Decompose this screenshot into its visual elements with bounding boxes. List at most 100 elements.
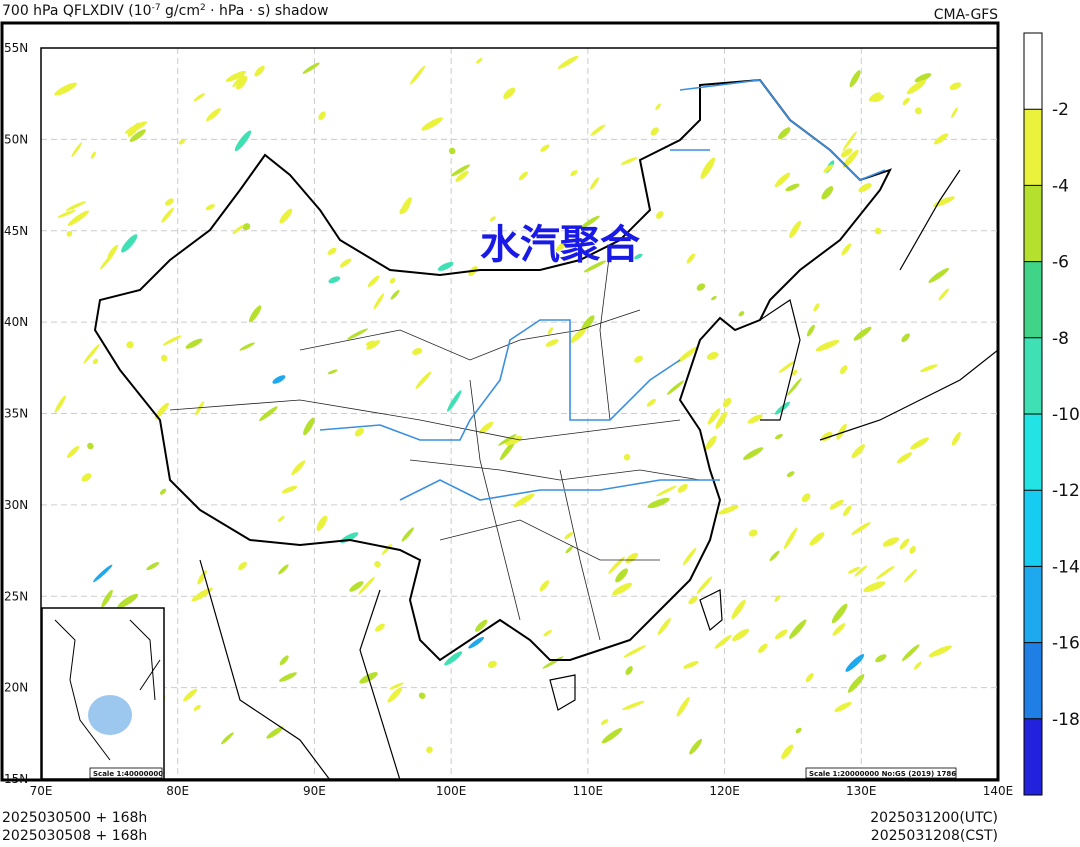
shading-streak bbox=[863, 581, 886, 593]
shading-streak bbox=[195, 401, 205, 416]
shading-streak bbox=[774, 172, 791, 188]
shading-streak bbox=[909, 546, 916, 554]
shading-streak bbox=[896, 452, 912, 464]
inset-frame bbox=[41, 607, 165, 780]
shading-streak bbox=[874, 227, 882, 235]
shading-streak bbox=[813, 303, 820, 312]
shading-streak bbox=[543, 629, 552, 637]
inset-shading bbox=[88, 695, 132, 735]
shading-streak bbox=[831, 603, 848, 624]
shading-streak bbox=[327, 369, 338, 375]
title: 700 hPa QFLXDIV (10-7 g/cm2 · hPa · s) s… bbox=[2, 3, 329, 19]
shading-streak bbox=[518, 171, 528, 181]
shading-streak bbox=[475, 619, 488, 632]
shading-streak bbox=[646, 398, 657, 407]
shading-streak bbox=[366, 340, 381, 350]
shading-streak bbox=[785, 183, 800, 192]
shading-streak bbox=[774, 433, 783, 440]
colorbar-segment bbox=[1024, 642, 1042, 719]
title-part: · hPa · s) shadow bbox=[206, 3, 329, 19]
shading-streak bbox=[381, 543, 392, 555]
shading-streak bbox=[327, 247, 337, 255]
shading-streak bbox=[205, 204, 215, 211]
colorbar-segment bbox=[1024, 414, 1042, 491]
shading-streak bbox=[801, 493, 811, 503]
shading-streak bbox=[83, 344, 100, 364]
shading-streak bbox=[806, 324, 815, 337]
shading-streak bbox=[374, 560, 381, 568]
title-part: 700 hPa QFLXDIV (10 bbox=[2, 3, 152, 19]
shading-streak bbox=[821, 186, 834, 200]
shading-streak bbox=[700, 157, 715, 179]
shading-streak bbox=[426, 746, 433, 754]
shading-streak bbox=[107, 244, 119, 259]
shading-streak bbox=[711, 295, 717, 301]
shading-streak bbox=[805, 672, 814, 683]
shading-streak bbox=[87, 442, 94, 450]
shading-streak bbox=[124, 121, 147, 134]
shading-streak bbox=[600, 719, 609, 725]
colorbar-label: -6 bbox=[1052, 253, 1069, 273]
shading-streak bbox=[129, 129, 146, 142]
shading-streak bbox=[792, 369, 798, 376]
shading-streak bbox=[601, 727, 623, 744]
shading-streak bbox=[901, 333, 910, 343]
shading-streak bbox=[162, 335, 182, 346]
shading-streak bbox=[854, 565, 867, 577]
title-sup: -7 bbox=[152, 3, 161, 13]
shading-streak bbox=[557, 55, 579, 69]
lon-tick-label: 130E bbox=[846, 784, 877, 798]
shading-streak bbox=[279, 208, 293, 224]
scale-box bbox=[805, 767, 957, 779]
shading-streak bbox=[57, 209, 76, 218]
shading-streak bbox=[220, 732, 234, 745]
shading-streak bbox=[845, 654, 865, 672]
map-frame bbox=[40, 47, 999, 780]
colorbar-segment bbox=[1024, 566, 1042, 643]
shading-streak bbox=[786, 471, 795, 478]
shading-streak bbox=[316, 515, 328, 531]
shading-streak bbox=[781, 744, 794, 760]
shading-streak bbox=[65, 201, 87, 211]
colorbar-label: -12 bbox=[1052, 481, 1080, 501]
shading-streak bbox=[580, 215, 600, 229]
lon-tick-label: 100E bbox=[436, 784, 467, 798]
shading-streak bbox=[421, 117, 443, 131]
colorbar-label: -4 bbox=[1052, 176, 1069, 196]
shading-streak bbox=[769, 550, 780, 562]
shading-streak bbox=[928, 645, 952, 657]
lat-tick-label: 15N bbox=[4, 772, 28, 786]
shading-streak bbox=[418, 692, 426, 699]
shading-streak bbox=[836, 423, 847, 440]
shading-streak bbox=[722, 397, 732, 408]
shading-streak bbox=[676, 696, 690, 717]
annotation: 水汽聚合 bbox=[480, 222, 640, 268]
shading-streak bbox=[401, 527, 414, 542]
shading-streak bbox=[914, 73, 932, 83]
shading-streak bbox=[634, 355, 643, 363]
shading-streak bbox=[489, 216, 496, 222]
shading-streak bbox=[625, 666, 633, 675]
shading-streak bbox=[842, 131, 857, 152]
shading-streak bbox=[570, 327, 587, 343]
shading-streak bbox=[823, 164, 833, 173]
shading-streak bbox=[829, 499, 844, 510]
shading-streak bbox=[876, 565, 895, 580]
shading-streak bbox=[696, 283, 706, 291]
shading-streak bbox=[748, 529, 758, 537]
shading-streak bbox=[634, 253, 643, 260]
shading-streak bbox=[655, 103, 661, 111]
shading-streak bbox=[683, 661, 699, 669]
shading-streak bbox=[302, 62, 320, 74]
colorbar-segment bbox=[1024, 109, 1042, 186]
shading-streak bbox=[185, 338, 203, 349]
shading-streak bbox=[455, 170, 469, 182]
shading-streak bbox=[851, 522, 871, 535]
shading-streak bbox=[738, 311, 745, 317]
shading-streak bbox=[272, 375, 286, 384]
shading-streak bbox=[266, 726, 284, 739]
shading-streak bbox=[851, 444, 865, 459]
inset-map: Scale 1:40000000 bbox=[41, 607, 165, 780]
shading-streak bbox=[100, 251, 115, 270]
lon-tick-label: 110E bbox=[573, 784, 604, 798]
